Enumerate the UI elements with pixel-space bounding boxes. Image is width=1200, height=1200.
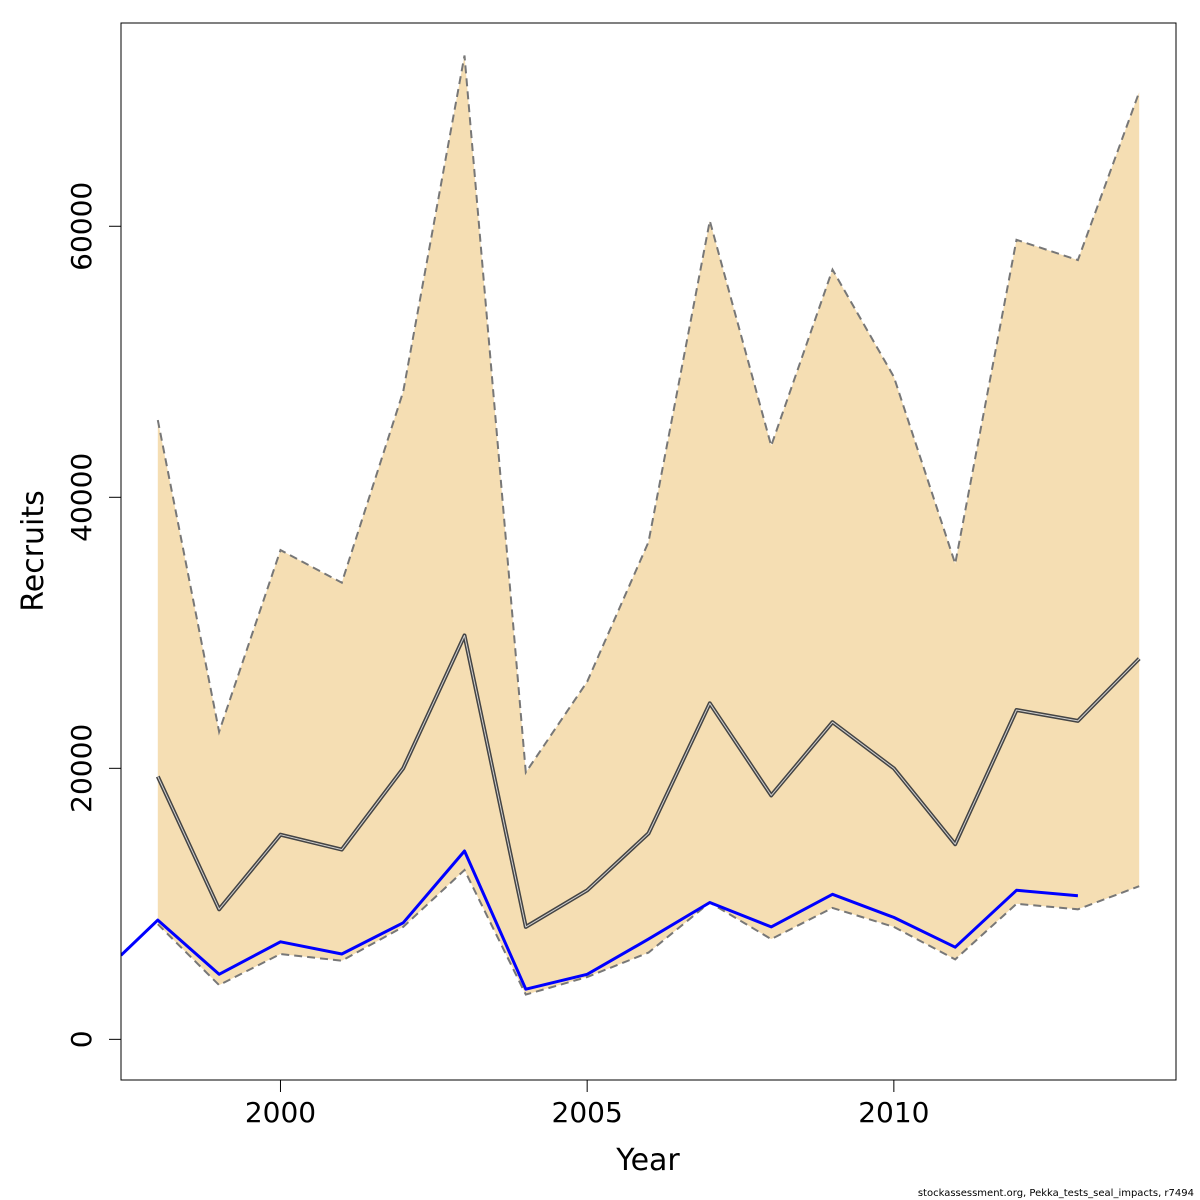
plot-area <box>121 55 1141 996</box>
median-estimate-line-inner <box>157 635 1140 928</box>
y-tick-label: 20000 <box>65 724 98 813</box>
observed-recruits-line <box>121 849 1079 991</box>
upper-bound-line <box>156 55 1141 776</box>
footnote: stockassessment.org, Pekka_tests_seal_im… <box>918 1188 1194 1199</box>
x-tick-label: 2010 <box>858 1096 929 1129</box>
x-axis-title: Year <box>615 1143 680 1178</box>
confidence-band <box>157 55 1140 995</box>
y-axis: 0 20000 40000 60000 <box>65 182 122 1048</box>
lower-bound-line <box>157 868 1140 996</box>
y-tick-label: 0 <box>65 1030 98 1048</box>
x-tick-label: 2000 <box>245 1096 316 1129</box>
y-tick-label: 60000 <box>65 182 98 271</box>
x-tick-label: 2005 <box>552 1096 623 1129</box>
y-tick-label: 40000 <box>65 453 98 542</box>
y-axis-title: Recruits <box>16 490 51 612</box>
x-axis: 2000 2005 2010 <box>245 1079 929 1129</box>
